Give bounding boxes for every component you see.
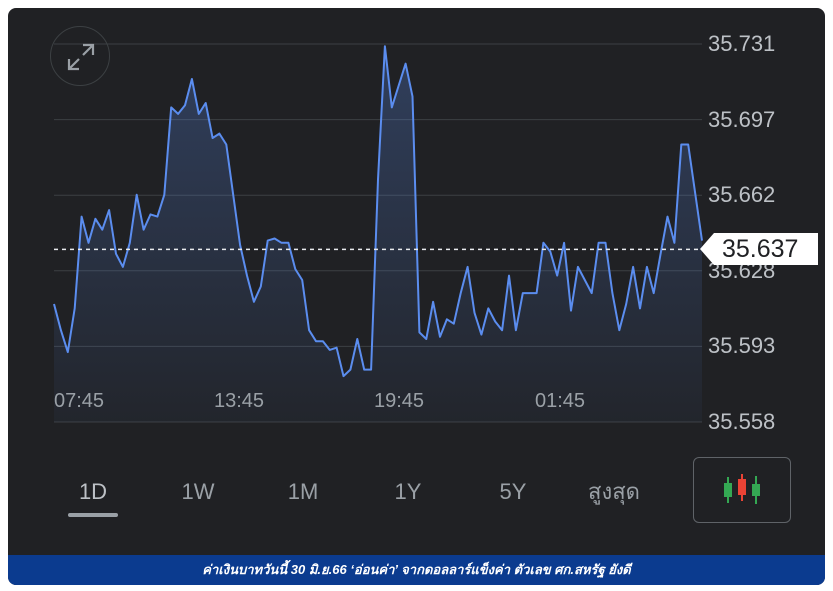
price-line xyxy=(53,45,703,378)
x-tick-label: 13:45 xyxy=(214,390,265,412)
x-tick-label: 19:45 xyxy=(374,390,425,412)
range-tab-5[interactable]: 5Y xyxy=(499,479,527,504)
current-price-value: 35.637 xyxy=(722,235,799,264)
caption-text: ค่าเงินบาทวันนี้ 30 มิ.ย.66 ‘อ่อนค่า’ จา… xyxy=(202,562,631,577)
price-chart xyxy=(53,43,703,423)
chart-card: 35.731 35.697 35.662 35.628 35.593 35.558 07:… xyxy=(8,8,825,585)
y-tick-label: 35.662 xyxy=(708,182,776,208)
expand-button[interactable] xyxy=(50,26,110,86)
y-tick-label: 35.593 xyxy=(708,333,776,359)
candlestick-icon xyxy=(724,474,760,504)
x-tick-label: 01:45 xyxy=(535,390,586,412)
y-tick-label: 35.558 xyxy=(708,409,776,434)
range-tab-6[interactable]: สูงสุด xyxy=(588,479,640,504)
expand-icon xyxy=(67,43,95,71)
y-tick-label: 35.731 xyxy=(708,31,776,56)
active-tab-indicator xyxy=(68,513,118,517)
range-tab-1[interactable]: 1D xyxy=(78,479,108,504)
caption-bar: ค่าเงินบาทวันนี้ 30 มิ.ย.66 ‘อ่อนค่า’ จา… xyxy=(8,555,825,585)
y-tick-label: 35.697 xyxy=(708,106,776,132)
chart-style-button[interactable] xyxy=(693,457,791,523)
range-tab-3[interactable]: 1M xyxy=(287,479,319,504)
price-area-fill xyxy=(54,46,702,422)
range-tab-2[interactable]: 1W xyxy=(181,479,215,504)
x-tick-label: 07:45 xyxy=(54,390,105,412)
range-tab-4[interactable]: 1Y xyxy=(394,479,422,504)
current-price-badge: 35.637 xyxy=(700,232,819,266)
